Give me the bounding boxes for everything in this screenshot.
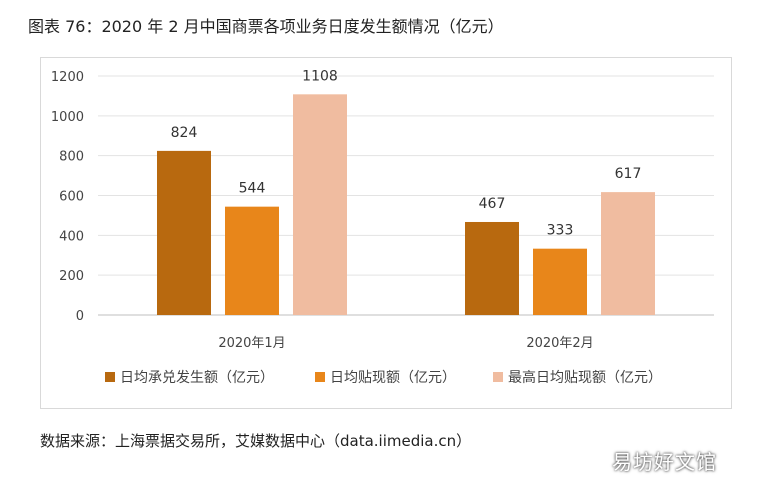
data-label: 467 bbox=[479, 196, 506, 212]
y-tick-label: 400 bbox=[59, 229, 84, 244]
bar bbox=[533, 248, 587, 315]
data-label: 824 bbox=[171, 125, 198, 141]
y-tick-label: 200 bbox=[59, 269, 84, 284]
y-tick-label: 1000 bbox=[51, 110, 84, 125]
data-label: 544 bbox=[239, 181, 266, 197]
legend-swatch bbox=[315, 372, 325, 382]
legend-swatch bbox=[493, 372, 503, 382]
y-tick-label: 1200 bbox=[51, 70, 84, 85]
bar bbox=[601, 192, 655, 315]
bar bbox=[225, 206, 279, 315]
bar-chart: 0 200 400 600 800 1000 1200 824 544 1108 2020年1月 46… bbox=[51, 68, 714, 386]
x-tick-label: 2020年1月 bbox=[218, 336, 285, 351]
x-tick-label: 2020年2月 bbox=[526, 336, 593, 351]
watermark: 易坊好文馆 bbox=[612, 450, 717, 474]
legend-label: 最高日均贴现额（亿元） bbox=[508, 369, 662, 386]
legend-swatch bbox=[105, 372, 115, 382]
data-label: 333 bbox=[547, 223, 574, 239]
y-tick-label: 600 bbox=[59, 190, 84, 205]
data-label: 617 bbox=[615, 166, 642, 182]
bar bbox=[293, 94, 347, 315]
chart-title: 图表 76：2020 年 2 月中国商票各项业务日度发生额情况（亿元） bbox=[28, 17, 504, 36]
chart-frame: 0 200 400 600 800 1000 1200 824 544 1108 2020年1月 46… bbox=[40, 57, 732, 409]
legend-label: 日均贴现额（亿元） bbox=[330, 370, 456, 386]
bar bbox=[465, 221, 519, 315]
legend-label: 日均承兑发生额（亿元） bbox=[120, 370, 274, 386]
source-note: 数据来源：上海票据交易所，艾媒数据中心（data.iimedia.cn） bbox=[40, 432, 472, 450]
bar bbox=[157, 150, 211, 315]
y-tick-label: 800 bbox=[59, 150, 84, 165]
data-label: 1108 bbox=[302, 68, 338, 84]
y-tick-label: 0 bbox=[76, 309, 84, 324]
